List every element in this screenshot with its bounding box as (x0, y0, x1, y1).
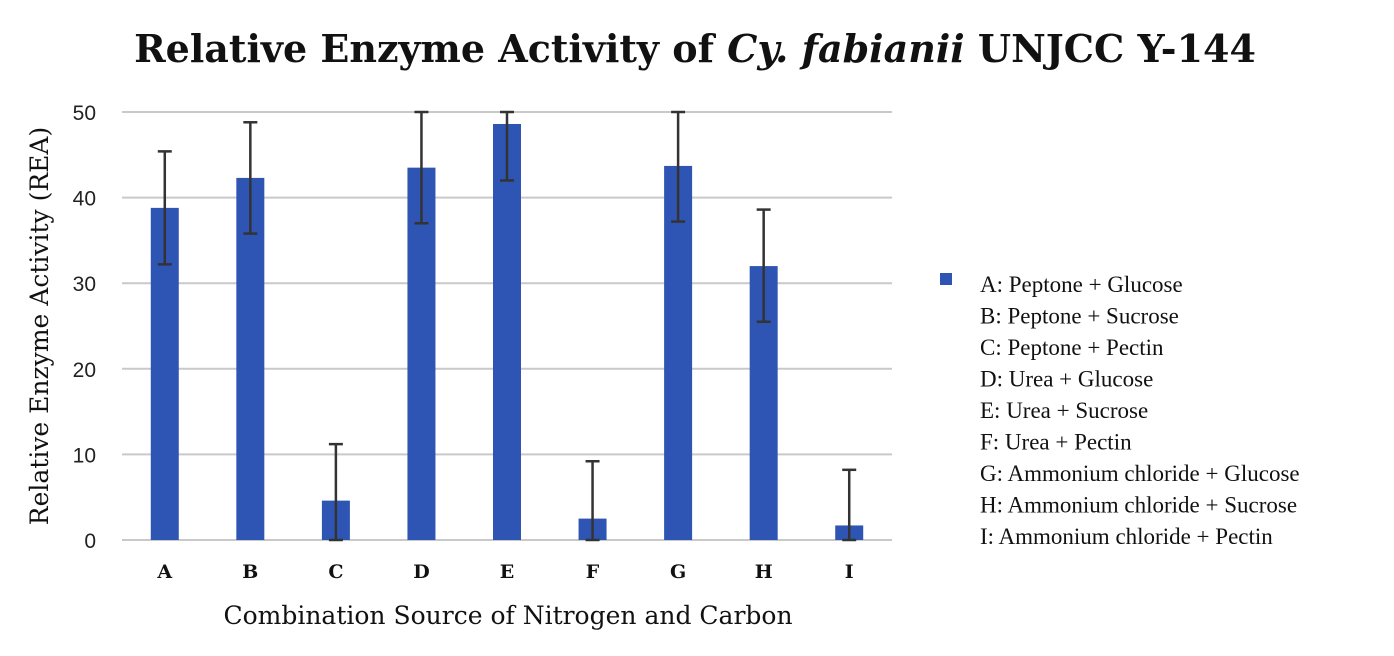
x-tick-E: E (500, 561, 514, 583)
x-axis-label: Combination Source of Nitrogen and Carbo… (223, 601, 792, 630)
chart-title: Relative Enzyme Activity of Cy. fabianii… (134, 26, 1256, 71)
x-tick-F: F (586, 561, 600, 583)
legend-item-E: E: Urea + Sucrose (980, 398, 1148, 423)
x-tick-A: A (156, 561, 172, 583)
legend-item-A: A: Peptone + Glucose (980, 272, 1183, 297)
x-tick-labels: A B C D E F G H I (156, 561, 853, 583)
legend-item-G: G: Ammonium chloride + Glucose (980, 461, 1300, 486)
y-tick-0: 0 (84, 530, 96, 553)
x-tick-I: I (845, 561, 854, 583)
x-tick-D: D (413, 561, 429, 583)
x-tick-C: C (328, 561, 343, 583)
chart-title-strain: UNJCC Y-144 (965, 26, 1256, 71)
x-tick-B: B (242, 561, 258, 583)
legend-item-I: I: Ammonium chloride + Pectin (980, 524, 1273, 549)
y-tick-50: 50 (73, 102, 96, 125)
bar-E (493, 123, 521, 540)
x-tick-G: G (670, 561, 686, 583)
legend-item-F: F: Urea + Pectin (980, 430, 1132, 455)
error-bars (157, 110, 857, 542)
y-tick-20: 20 (73, 359, 96, 382)
y-tick-10: 10 (73, 444, 96, 467)
chart-title-species: Cy. fabianii (727, 26, 965, 71)
legend-item-H: H: Ammonium chloride + Sucrose (980, 493, 1297, 518)
legend-item-B: B: Peptone + Sucrose (980, 304, 1179, 329)
bars (150, 123, 864, 541)
legend-swatch (940, 273, 952, 285)
bar-G (664, 165, 693, 541)
y-tick-labels: 0 10 20 30 40 50 (73, 102, 96, 553)
bar-B (236, 177, 265, 541)
y-tick-30: 30 (73, 273, 96, 296)
y-axis-label: Relative Enzyme Activity (REA) (25, 127, 54, 526)
y-tick-40: 40 (73, 188, 96, 211)
legend: A: Peptone + Glucose B: Peptone + Sucrose… (940, 272, 1300, 549)
bar-D (407, 167, 436, 540)
legend-item-D: D: Urea + Glucose (980, 367, 1153, 392)
chart-title-main: Relative Enzyme Activity of (134, 26, 727, 71)
x-tick-H: H (755, 561, 773, 583)
legend-item-C: C: Peptone + Pectin (980, 335, 1164, 360)
